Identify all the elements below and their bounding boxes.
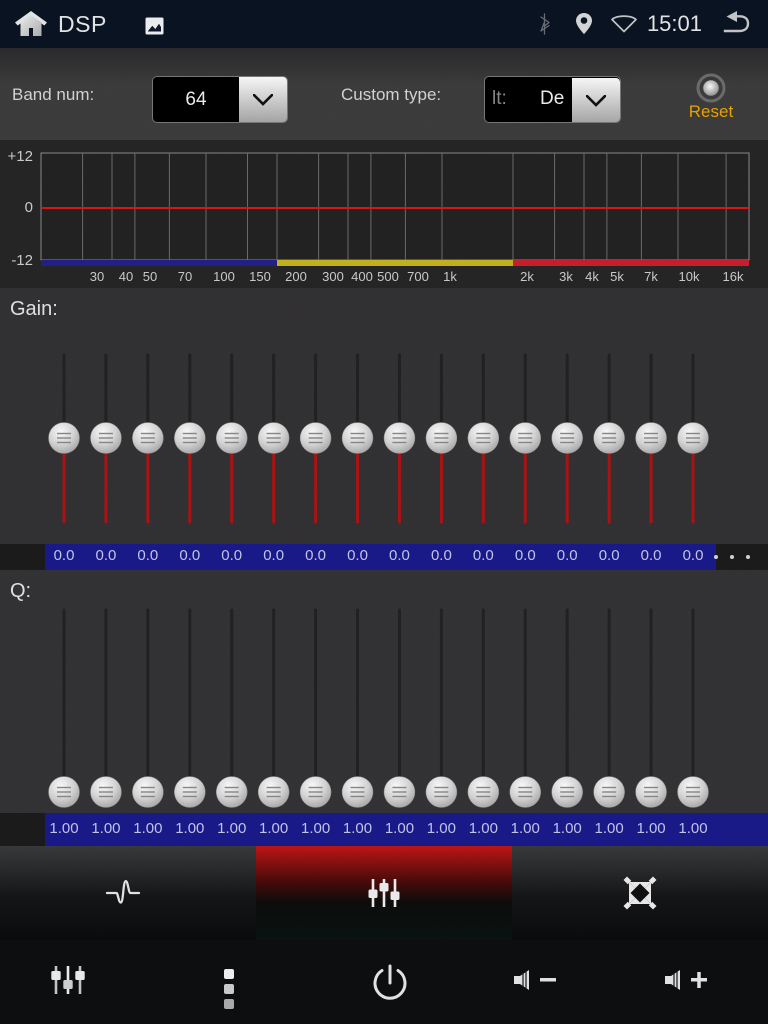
svg-text:700: 700 [407,269,429,284]
svg-text:30: 30 [90,269,104,284]
svg-text:4k: 4k [585,269,599,284]
svg-text:1k: 1k [443,269,457,284]
svg-text:50: 50 [143,269,157,284]
svg-text:10k: 10k [679,269,700,284]
svg-text:0: 0 [25,199,33,216]
svg-text:300: 300 [322,269,344,284]
svg-text:100: 100 [213,269,235,284]
svg-text:16k: 16k [723,269,744,284]
svg-text:+12: +12 [8,148,33,165]
svg-text:150: 150 [249,269,271,284]
svg-text:-12: -12 [11,252,33,269]
svg-text:400: 400 [351,269,373,284]
svg-text:40: 40 [119,269,133,284]
svg-text:5k: 5k [610,269,624,284]
svg-text:500: 500 [377,269,399,284]
svg-text:70: 70 [178,269,192,284]
svg-text:3k: 3k [559,269,573,284]
svg-text:2k: 2k [520,269,534,284]
svg-text:7k: 7k [644,269,658,284]
svg-text:200: 200 [285,269,307,284]
